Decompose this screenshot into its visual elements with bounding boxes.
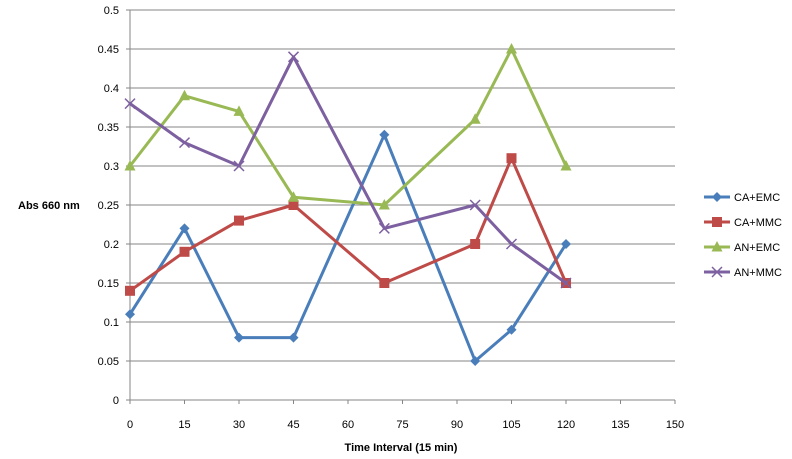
y-tick-label: 0.25	[98, 200, 119, 212]
data-point-ca-mmc	[234, 215, 244, 226]
data-point-an-mmc	[178, 137, 191, 149]
series-ca-mmc	[125, 153, 571, 296]
data-point-an-emc	[179, 89, 190, 101]
data-point-ca-mmc	[506, 153, 517, 164]
legend-label: CA+MMC	[734, 217, 782, 229]
x-tick-label: 135	[611, 419, 629, 431]
data-point-an-emc	[378, 199, 390, 210]
x-tick-label: 90	[451, 419, 463, 431]
legend: CA+EMC CA+MMC AN+EMC AN+MMC	[704, 192, 782, 279]
data-point-an-mmc	[469, 199, 481, 211]
y-tick-label: 0.3	[104, 161, 119, 173]
x-tick-label: 120	[557, 419, 575, 431]
y-tick-label: 0.2	[104, 239, 119, 251]
x-tick-labels: 0 15 30 45 60 75 90 105 120 135 150	[127, 419, 684, 431]
y-tick-labels: 0 0.05 0.1 0.15 0.2 0.25 0.3 0.35 0.4 0.45 0.5	[98, 5, 119, 407]
legend-label: CA+EMC	[734, 192, 780, 204]
y-tick-label: 0.5	[104, 5, 119, 17]
y-tick-label: 0.1	[104, 317, 119, 329]
data-point-legend-an-mmc	[711, 266, 723, 278]
data-point-an-emc	[124, 160, 136, 171]
legend-label: AN+MMC	[734, 267, 782, 279]
x-tick-label: 150	[666, 419, 684, 431]
series-line-an-mmc	[128, 55, 568, 285]
data-point-an-emc	[288, 191, 299, 202]
data-point-an-emc	[560, 160, 572, 171]
legend-item-an-mmc: AN+MMC	[704, 266, 782, 279]
data-point-an-mmc	[287, 51, 300, 63]
data-point-an-emc	[233, 105, 245, 116]
y-tick-label: 0.4	[104, 83, 119, 95]
data-point-ca-mmc	[125, 285, 135, 296]
data-point-ca-emc	[234, 332, 244, 343]
data-point-an-mmc	[378, 222, 390, 234]
data-point-ca-emc	[506, 324, 517, 335]
y-axis-title: Abs 660 nm	[18, 200, 80, 212]
x-tick-label: 75	[396, 419, 408, 431]
axes	[126, 9, 676, 404]
data-point-ca-emc	[379, 129, 390, 140]
data-point-ca-mmc	[379, 278, 390, 288]
data-point-an-emc	[469, 113, 481, 124]
series-an-emc	[124, 43, 572, 210]
data-point-ca-mmc	[470, 239, 481, 249]
series-group	[124, 43, 572, 366]
x-tick-label: 45	[287, 419, 299, 431]
data-point-legend-an-emc	[711, 241, 723, 252]
series-line-ca-emc	[128, 133, 568, 363]
x-tick-label: 30	[233, 419, 245, 431]
data-point-ca-emc	[125, 309, 135, 320]
data-point-an-emc	[506, 43, 517, 54]
x-tick-label: 105	[502, 419, 520, 431]
legend-item-ca-emc: CA+EMC	[704, 192, 780, 204]
y-tick-label: 0.05	[98, 356, 119, 368]
data-point-an-mmc	[505, 238, 518, 250]
data-point-legend-ca-emc	[712, 192, 722, 202]
data-point-legend-ca-mmc	[712, 217, 722, 227]
x-tick-label: 15	[178, 419, 190, 431]
data-point-an-mmc	[233, 160, 245, 172]
data-point-ca-emc	[179, 223, 190, 234]
legend-item-ca-mmc: CA+MMC	[704, 217, 782, 229]
data-point-ca-emc	[561, 239, 571, 249]
series-line-ca-mmc	[128, 156, 568, 293]
y-tick-label: 0.45	[98, 44, 119, 56]
x-tick-label: 60	[342, 419, 354, 431]
series-line-an-emc	[128, 47, 568, 207]
data-point-ca-emc	[470, 356, 481, 366]
x-axis-title: Time Interval (15 min)	[345, 442, 458, 454]
x-tick-label: 0	[127, 419, 133, 431]
y-tick-label: 0.35	[98, 122, 119, 134]
gridlines	[130, 9, 675, 362]
y-tick-label: 0.15	[98, 278, 119, 290]
data-point-ca-mmc	[288, 200, 299, 210]
data-point-ca-mmc	[179, 246, 190, 257]
y-tick-label: 0	[113, 395, 119, 407]
series-an-mmc	[124, 51, 572, 289]
data-point-an-mmc	[124, 98, 136, 110]
data-point-an-mmc	[560, 277, 572, 289]
legend-item-an-emc: AN+EMC	[704, 241, 780, 254]
data-point-ca-emc	[288, 332, 299, 343]
legend-label: AN+EMC	[734, 242, 780, 254]
